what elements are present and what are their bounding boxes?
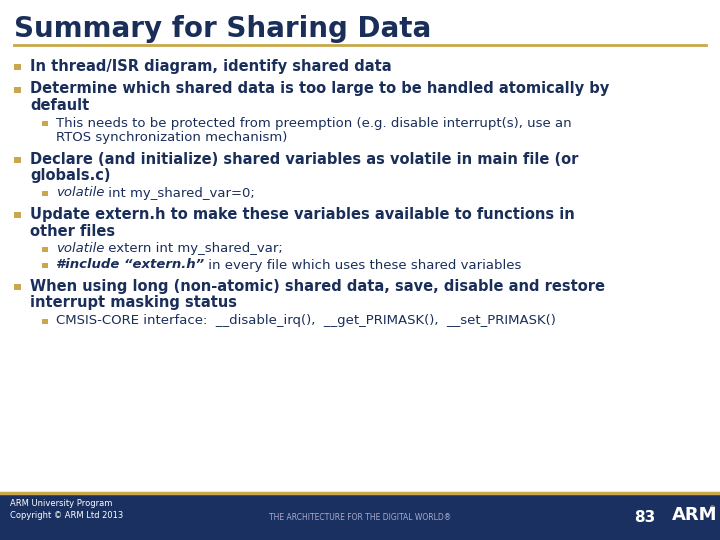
- Text: extern int my_shared_var;: extern int my_shared_var;: [104, 242, 283, 255]
- Bar: [14, 285, 21, 290]
- Text: interrupt masking status: interrupt masking status: [30, 295, 237, 310]
- Text: ARM: ARM: [672, 507, 718, 524]
- Text: ®: ®: [709, 507, 716, 512]
- Text: THE ARCHITECTURE FOR THE DIGITAL WORLD®: THE ARCHITECTURE FOR THE DIGITAL WORLD®: [269, 513, 451, 522]
- Bar: [14, 64, 21, 70]
- Text: volatile: volatile: [56, 242, 104, 255]
- Text: other files: other files: [30, 224, 115, 239]
- Text: RTOS synchronization mechanism): RTOS synchronization mechanism): [56, 131, 287, 144]
- Text: default: default: [30, 98, 89, 113]
- Bar: [42, 319, 48, 323]
- Bar: [42, 264, 48, 268]
- Text: volatile: volatile: [56, 186, 104, 199]
- Text: CMSIS-CORE interface:  __disable_irq(),  __get_PRIMASK(),  __set_PRIMASK(): CMSIS-CORE interface: __disable_irq(), _…: [56, 314, 556, 327]
- Bar: [14, 212, 21, 218]
- Bar: [42, 122, 48, 126]
- Text: In thread/ISR diagram, identify shared data: In thread/ISR diagram, identify shared d…: [30, 59, 392, 74]
- Bar: [14, 157, 21, 163]
- Text: Determine which shared data is too large to be handled atomically by: Determine which shared data is too large…: [30, 82, 609, 97]
- Bar: [42, 247, 48, 252]
- Text: globals.c): globals.c): [30, 168, 110, 183]
- Text: in every file which uses these shared variables: in every file which uses these shared va…: [204, 259, 521, 272]
- Text: #include “extern.h”: #include “extern.h”: [56, 259, 204, 272]
- Text: This needs to be protected from preemption (e.g. disable interrupt(s), use an: This needs to be protected from preempti…: [56, 117, 572, 130]
- Text: When using long (non-atomic) shared data, save, disable and restore: When using long (non-atomic) shared data…: [30, 279, 605, 294]
- Bar: [0, 495, 720, 540]
- Text: int my_shared_var=0;: int my_shared_var=0;: [104, 186, 255, 199]
- Bar: [14, 87, 21, 92]
- Text: ARM University Program: ARM University Program: [10, 498, 112, 508]
- Text: Summary for Sharing Data: Summary for Sharing Data: [14, 15, 431, 43]
- Text: 83: 83: [634, 510, 656, 525]
- Bar: [42, 191, 48, 196]
- Text: Copyright © ARM Ltd 2013: Copyright © ARM Ltd 2013: [10, 510, 123, 519]
- Text: Update extern.h to make these variables available to functions in: Update extern.h to make these variables …: [30, 207, 575, 222]
- Text: Declare (and initialize) shared variables as volatile in main file (or: Declare (and initialize) shared variable…: [30, 152, 578, 166]
